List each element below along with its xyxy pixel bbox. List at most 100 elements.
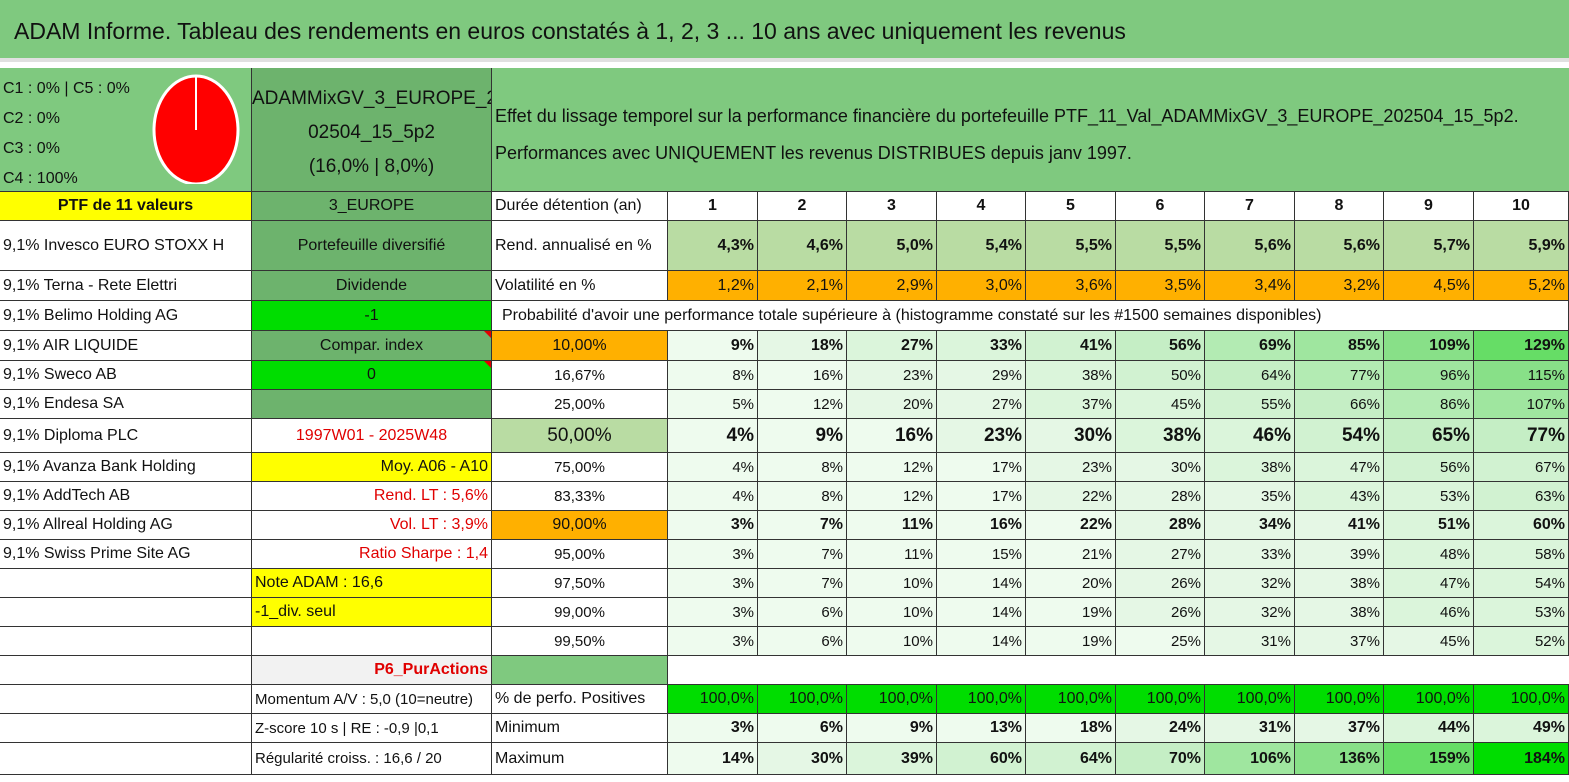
quantile-value: 12% xyxy=(847,453,937,482)
volatility-value: 1,2% xyxy=(668,271,758,301)
quantile-value: 77% xyxy=(1474,419,1569,453)
empty-cell xyxy=(492,656,668,685)
positive-value: 100,0% xyxy=(1384,685,1474,714)
minimum-value: 3% xyxy=(668,714,758,743)
empty-cell xyxy=(252,390,492,419)
sharpe-ratio: Ratio Sharpe : 1,4 xyxy=(252,540,492,569)
quantile-value: 17% xyxy=(937,453,1026,482)
minimum-value: 18% xyxy=(1026,714,1116,743)
strategy-label: P6_PurActions xyxy=(252,656,492,685)
annualized-return-value: 5,5% xyxy=(1116,221,1205,271)
quantile-value: 67% xyxy=(1474,453,1569,482)
quantile-value: 29% xyxy=(937,361,1026,390)
quantile-value: 15% xyxy=(937,540,1026,569)
quantile-row: 9,1% Endesa SA 25,00% 5% 12% 20% 27% 37%… xyxy=(0,390,1569,419)
positive-value: 100,0% xyxy=(937,685,1026,714)
holding-row: 9,1% Allreal Holding AG xyxy=(0,511,252,540)
quantile-row: 9,1% AddTech AB Rend. LT : 5,6% 83,33% 4… xyxy=(0,482,1569,511)
quantile-value: 14% xyxy=(937,569,1026,598)
positive-value: 100,0% xyxy=(668,685,758,714)
quantile-value: 31% xyxy=(1205,627,1295,656)
holding-row: 9,1% Sweco AB xyxy=(0,361,252,390)
quantile-value: 96% xyxy=(1384,361,1474,390)
annualized-return-value: 5,9% xyxy=(1474,221,1569,271)
quantile-value: 65% xyxy=(1384,419,1474,453)
annualized-return-value: 5,5% xyxy=(1026,221,1116,271)
quantile-row: 9,1% AIR LIQUIDE Compar. index 10,00% 9%… xyxy=(0,331,1569,361)
quantile-value: 10% xyxy=(847,627,937,656)
volatility-value: 5,2% xyxy=(1474,271,1569,301)
quantile-value: 48% xyxy=(1384,540,1474,569)
quantile-label: 50,00% xyxy=(492,419,668,453)
quantile-value: 12% xyxy=(847,482,937,511)
dividend-value: -1 xyxy=(252,301,492,331)
quantile-label: 75,00% xyxy=(492,453,668,482)
empty-cell xyxy=(0,569,252,598)
portfolio-name-cell: ADAMMixGV_3_EUROPE_2 02504_15_5p2 (16,0%… xyxy=(252,68,492,192)
empty-cell xyxy=(0,743,252,775)
volatility-value: 2,1% xyxy=(758,271,847,301)
holding-row: 9,1% Terna - Rete Elettri xyxy=(0,271,252,301)
quantile-label: 25,00% xyxy=(492,390,668,419)
quantile-value: 9% xyxy=(758,419,847,453)
quantile-value: 8% xyxy=(758,453,847,482)
minimum-value: 9% xyxy=(847,714,937,743)
holding-row: 9,1% Diploma PLC xyxy=(0,419,252,453)
description-line2: Performances avec UNIQUEMENT les revenus… xyxy=(495,143,1132,163)
quantile-value: 109% xyxy=(1384,331,1474,361)
year-header: 10 xyxy=(1474,192,1569,221)
empty-cell xyxy=(1474,301,1569,331)
period-label: 1997W01 - 2025W48 xyxy=(252,419,492,453)
quantile-value: 38% xyxy=(1026,361,1116,390)
quantile-value: 16% xyxy=(758,361,847,390)
volatility-value: 3,5% xyxy=(1116,271,1205,301)
quantile-value: 63% xyxy=(1474,482,1569,511)
holding-row: 9,1% AddTech AB xyxy=(0,482,252,511)
year-header: 9 xyxy=(1384,192,1474,221)
minimum-row: Z-score 10 s | RE : -0,9 |0,1 Minimum 3%… xyxy=(0,714,1569,743)
quantile-value: 28% xyxy=(1116,511,1205,540)
description-line1: Effet du lissage temporel sur la perform… xyxy=(495,106,1519,126)
quantile-value: 8% xyxy=(758,482,847,511)
quantile-value: 38% xyxy=(1295,598,1384,627)
diversified-label: Portefeuille diversifié xyxy=(252,221,492,271)
quantile-value: 52% xyxy=(1474,627,1569,656)
quantile-value: 3% xyxy=(668,598,758,627)
maximum-value: 184% xyxy=(1474,743,1569,775)
volatility-value: 4,5% xyxy=(1384,271,1474,301)
quantile-row: Note ADAM : 16,6 97,50% 3% 7% 10% 14% 20… xyxy=(0,569,1569,598)
quantile-value: 16% xyxy=(847,419,937,453)
quantile-value: 41% xyxy=(1026,331,1116,361)
quantile-value: 32% xyxy=(1205,569,1295,598)
positive-value: 100,0% xyxy=(1205,685,1295,714)
quantile-value: 69% xyxy=(1205,331,1295,361)
empty-cell xyxy=(0,656,252,685)
quantile-value: 45% xyxy=(1116,390,1205,419)
holding-row: 9,1% Invesco EURO STOXX H xyxy=(0,221,252,271)
volatility-value: 3,4% xyxy=(1205,271,1295,301)
quantile-value: 27% xyxy=(937,390,1026,419)
quantile-value: 54% xyxy=(1474,569,1569,598)
quantile-value: 64% xyxy=(1205,361,1295,390)
positive-value: 100,0% xyxy=(1116,685,1205,714)
holding-row: 9,1% Belimo Holding AG xyxy=(0,301,252,331)
compar-index-value: 0 xyxy=(252,361,492,390)
quantile-value: 3% xyxy=(668,569,758,598)
quantile-value: 66% xyxy=(1295,390,1384,419)
page-title: ADAM Informe. Tableau des rendements en … xyxy=(0,0,1569,62)
quantile-value: 38% xyxy=(1116,419,1205,453)
allocation-line: C1 : 0% | C5 : 0% xyxy=(3,80,130,97)
quantile-value: 54% xyxy=(1295,419,1384,453)
quantile-row: -1_div. seul 99,00% 3% 6% 10% 14% 19% 26… xyxy=(0,598,1569,627)
quantile-value: 12% xyxy=(758,390,847,419)
quantile-value: 60% xyxy=(1474,511,1569,540)
quantile-value: 28% xyxy=(1116,482,1205,511)
quantile-value: 18% xyxy=(758,331,847,361)
quantile-value: 107% xyxy=(1474,390,1569,419)
allocation-line: C2 : 0% xyxy=(3,110,60,127)
quantile-value: 56% xyxy=(1116,331,1205,361)
comment-marker xyxy=(484,361,491,368)
quantile-value: 115% xyxy=(1474,361,1569,390)
quantile-value: 53% xyxy=(1474,598,1569,627)
quantile-label: 90,00% xyxy=(492,511,668,540)
